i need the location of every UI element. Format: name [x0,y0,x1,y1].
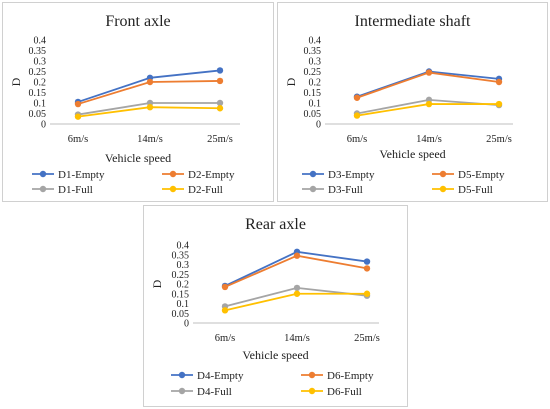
data-point-d4-empty [363,258,371,265]
legend-marker-d1-full [39,185,47,193]
data-point-d2-empty [146,78,154,86]
y-axis-label: D [9,77,23,86]
legend-marker-d6-full [308,387,316,395]
data-point-d6-empty [221,283,229,291]
x-tick-label: 6m/s [347,134,367,145]
data-point-d2-empty [216,77,224,85]
y-tick-label: 0 [41,120,46,131]
data-point-d5-empty [425,69,433,76]
y-tick-label: 0.15 [29,88,47,99]
y-tick-label: 0.2 [177,280,190,291]
x-tick-label: 25m/s [486,134,512,145]
legend-marker-d2-empty [169,170,177,178]
data-point-d5-full [425,100,433,108]
y-tick-label: 0 [316,120,321,131]
x-tick-label: 6m/s [68,134,88,145]
legend-label-d2-empty: D2-Empty [188,169,235,181]
y-tick-label: 0.35 [304,46,322,57]
x-axis-label: Vehicle speed [379,147,445,161]
chart-front-axle: Front axle 00.050.10.150.20.250.30.350.4 D… [2,2,274,202]
data-point-d6-full [293,290,301,297]
chart-frame [277,2,548,202]
legend-marker-d6-empty [308,371,316,379]
data-point-d6-full [221,307,229,314]
y-tick-label: 0.05 [172,309,190,320]
legend-label-d6-full: D6-Full [327,386,362,398]
data-point-d6-empty [293,252,301,259]
chart-title: Rear axle [245,216,306,233]
legend-marker-d5-empty [439,170,447,178]
data-point-d5-full [353,112,361,119]
legend-marker-d3-full [309,185,317,193]
data-point-d2-full [74,113,82,120]
y-tick-label: 0.25 [172,270,190,281]
y-tick-label: 0.3 [34,57,47,68]
y-tick-label: 0.4 [34,36,47,47]
legend-label-d5-full: D5-Full [458,184,493,196]
y-tick-label: 0.05 [304,109,322,120]
y-tick-label: 0.35 [172,250,190,261]
legend-label-d4-empty: D4-Empty [197,370,244,382]
data-point-d2-empty [74,100,82,108]
y-tick-label: 0.25 [29,67,47,78]
chart-title: Intermediate shaft [355,13,472,30]
legend-label-d1-full: D1-Full [58,184,93,196]
y-tick-label: 0.1 [309,99,322,110]
legend-label-d3-full: D3-Full [328,184,363,196]
x-tick-label: 25m/s [354,333,380,344]
data-point-d6-full [363,290,371,297]
x-tick-label: 6m/s [215,333,235,344]
y-tick-label: 0.2 [34,78,47,89]
x-axis-label: Vehicle speed [105,151,171,165]
legend-label-d3-empty: D3-Empty [328,169,375,181]
data-point-d5-full [495,100,503,108]
y-tick-label: 0.3 [177,260,190,271]
y-tick-label: 0.4 [177,241,190,252]
legend-label-d4-full: D4-Full [197,386,232,398]
x-axis-label: Vehicle speed [242,348,308,362]
legend-marker-d1-empty [39,170,47,178]
y-axis-label: D [284,77,298,86]
x-tick-label: 14m/s [284,333,310,344]
chart-frame [2,2,274,202]
x-tick-label: 14m/s [137,134,163,145]
y-tick-label: 0.1 [34,99,47,110]
legend-label-d1-empty: D1-Empty [58,169,105,181]
legend-label-d2-full: D2-Full [188,184,223,196]
legend-marker-d3-empty [309,170,317,178]
y-tick-label: 0.4 [309,36,322,47]
legend-marker-d2-full [169,185,177,193]
y-axis-label: D [150,279,164,288]
data-point-d6-empty [363,265,371,272]
data-point-d5-empty [353,94,361,101]
data-point-d1-full [216,99,224,107]
data-point-d2-full [146,104,154,111]
y-tick-label: 0.1 [177,299,190,310]
y-tick-label: 0.2 [309,78,322,89]
y-tick-label: 0.15 [172,289,190,300]
x-tick-label: 25m/s [207,134,233,145]
chart-title: Front axle [105,13,170,30]
y-tick-label: 0.25 [304,67,322,78]
legend-marker-d5-full [439,185,447,193]
y-tick-label: 0.15 [304,88,322,99]
legend-marker-d4-empty [178,371,186,379]
y-tick-label: 0.05 [29,109,47,120]
data-point-d4-full [293,284,301,292]
legend-marker-d4-full [178,387,186,395]
data-point-d1-empty [216,67,224,74]
y-tick-label: 0 [184,319,189,330]
y-tick-label: 0.3 [309,57,322,68]
y-tick-label: 0.35 [29,46,47,57]
legend-label-d5-empty: D5-Empty [458,169,505,181]
chart-intermediate-shaft: Intermediate shaft00.050.10.150.20.250.3… [277,2,548,202]
data-point-d5-empty [495,78,503,86]
data-point-d2-full [216,105,224,112]
chart-frame [143,205,408,407]
legend-label-d6-empty: D6-Empty [327,370,374,382]
chart-rear-axle: Rear axle00.050.10.150.20.250.30.350.4D6… [143,205,408,407]
x-tick-label: 14m/s [416,134,442,145]
